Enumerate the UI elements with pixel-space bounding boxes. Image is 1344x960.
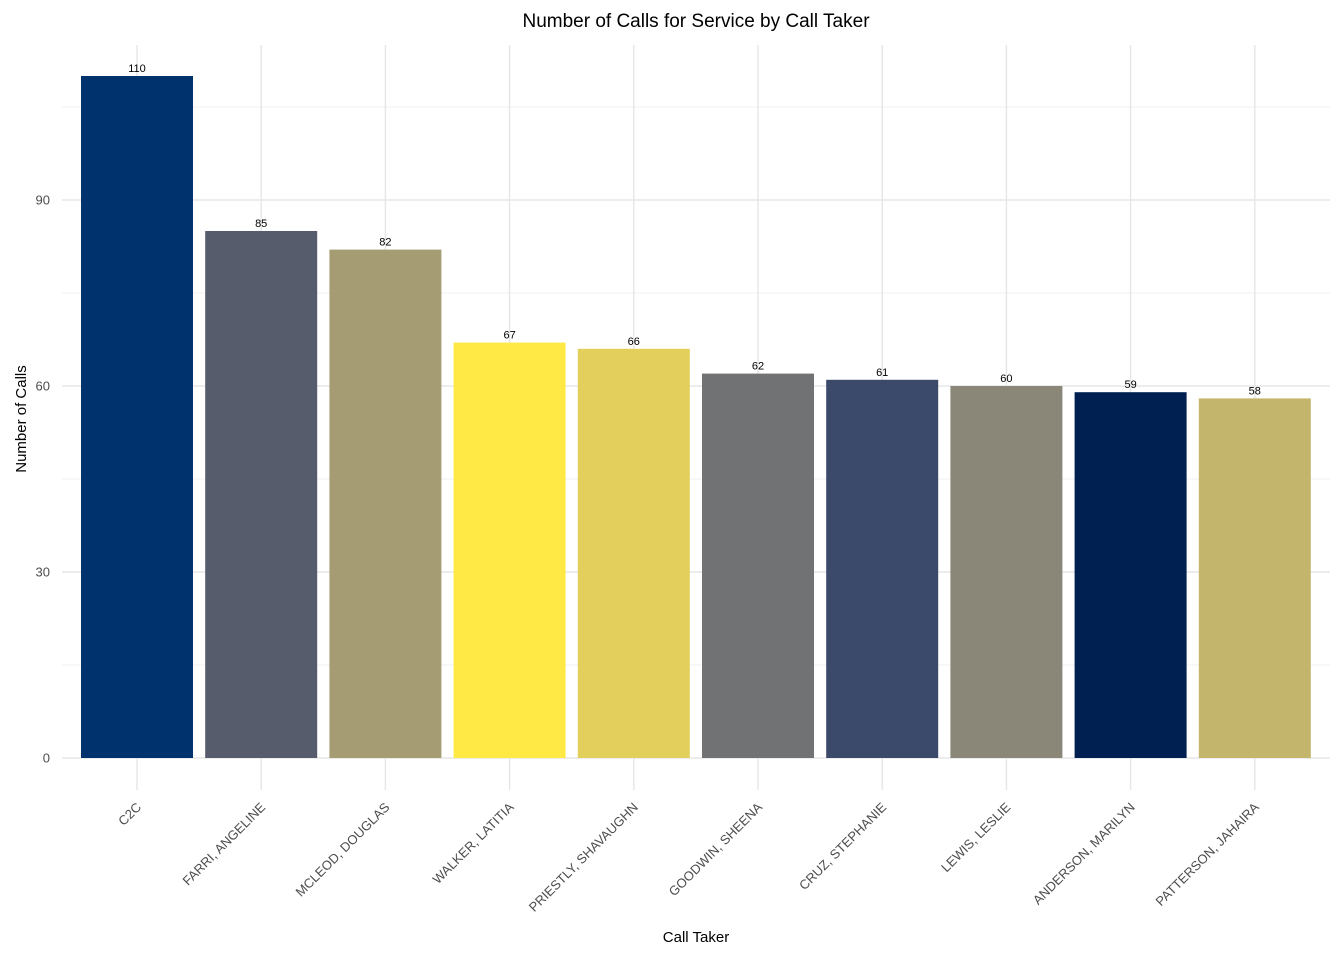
- x-tick-label: PATTERSON, JAHAIRA: [1153, 799, 1263, 909]
- data-labels: 110 85 82 67 66 62 61 60 59 58: [128, 63, 1261, 397]
- bar: [1074, 392, 1187, 758]
- y-tick-label: 0: [43, 751, 50, 766]
- bar: [205, 231, 318, 758]
- bar: [577, 348, 690, 758]
- bar-value-label: 58: [1249, 385, 1261, 397]
- bar: [329, 249, 442, 758]
- y-tick-label: 90: [36, 193, 50, 208]
- bar-value-label: 110: [128, 63, 146, 75]
- bar-value-label: 59: [1124, 379, 1136, 391]
- y-axis-title: Number of Calls: [13, 365, 30, 473]
- bar-value-label: 60: [1000, 373, 1012, 385]
- chart-title: Number of Calls for Service by Call Take…: [522, 11, 870, 32]
- x-axis-title: Call Taker: [663, 929, 729, 946]
- bar: [702, 373, 814, 758]
- bars: [81, 76, 1311, 758]
- bar-value-label: 62: [752, 361, 764, 373]
- bar-value-label: 66: [628, 336, 640, 348]
- bar: [950, 386, 1063, 758]
- x-tick-label: ANDERSON, MARILYN: [1030, 800, 1138, 908]
- x-tick-label: GOODWIN, SHEENA: [666, 799, 766, 899]
- bar: [453, 342, 566, 758]
- bar-value-label: 67: [503, 330, 515, 342]
- x-tick-label: WALKER, LATITIA: [429, 799, 516, 886]
- x-tick-label: MCLEOD, DOUGLAS: [293, 799, 393, 899]
- bar: [81, 76, 193, 758]
- x-tick-label: C2C: [115, 800, 144, 829]
- bar-value-label: 85: [255, 218, 267, 230]
- bar: [826, 379, 939, 758]
- bar-value-label: 61: [876, 367, 888, 379]
- bar-value-label: 82: [379, 237, 391, 249]
- bar: [1198, 398, 1311, 758]
- x-tick-label: FARRI, ANGELINE: [180, 799, 269, 888]
- x-tick-label: CRUZ, STEPHANIE: [796, 799, 890, 893]
- y-tick-label: 60: [36, 379, 50, 394]
- y-tick-label: 30: [36, 565, 50, 580]
- x-axis-ticks: C2C FARRI, ANGELINE MCLEOD, DOUGLAS WALKER,…: [115, 799, 1262, 914]
- x-tick-label: LEWIS, LESLIE: [938, 799, 1014, 875]
- x-tick-label: PRIESTLY, SHAVAUGHN: [526, 800, 641, 915]
- y-axis-ticks: 0 30 60 90: [36, 193, 50, 766]
